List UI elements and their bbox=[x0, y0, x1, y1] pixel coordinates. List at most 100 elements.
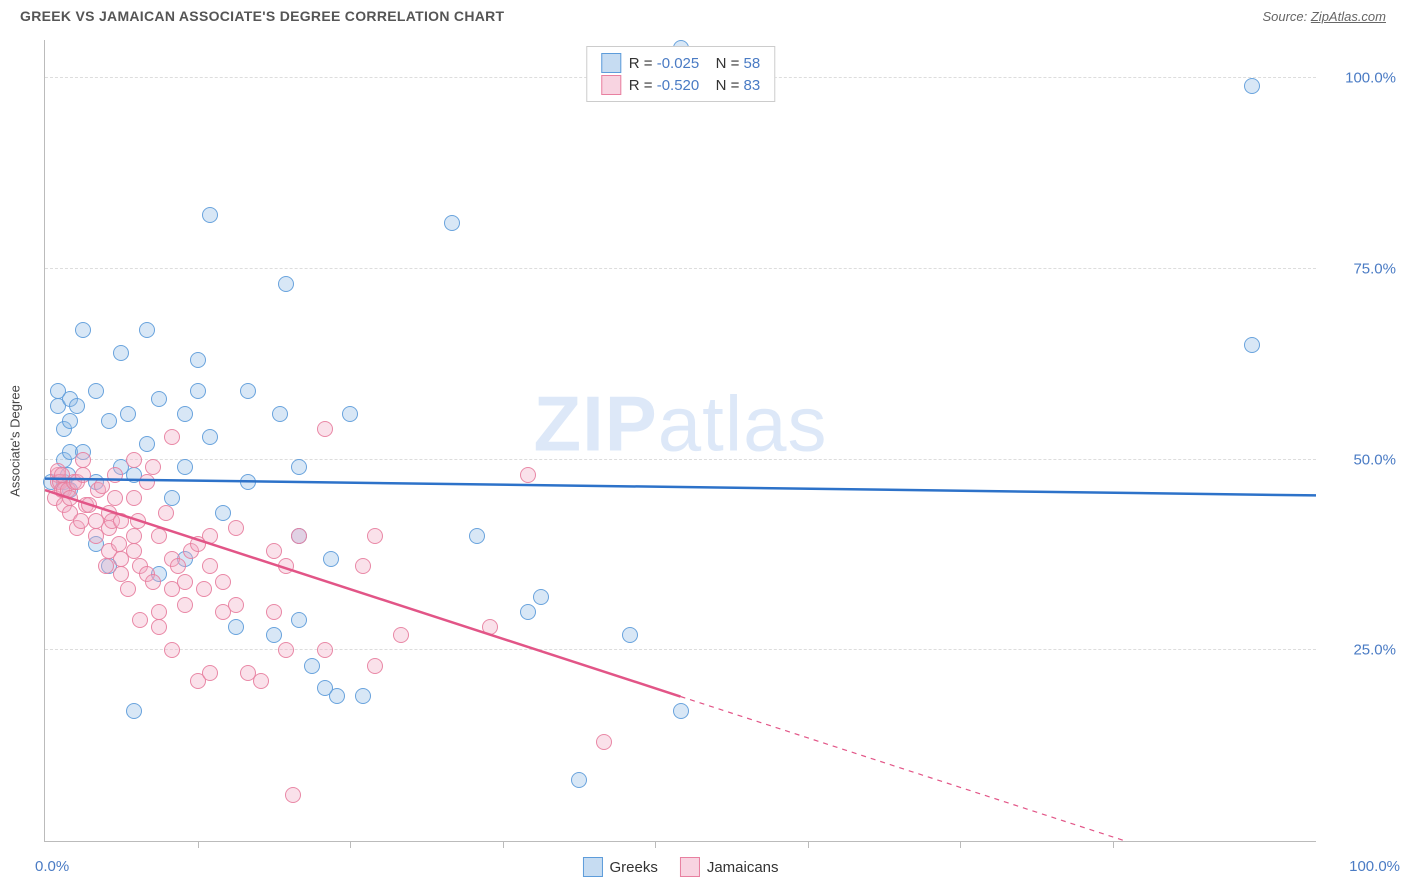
r-value-greeks: -0.025 bbox=[657, 55, 700, 72]
point-jamaicans bbox=[202, 665, 218, 681]
point-jamaicans bbox=[81, 497, 97, 513]
source-link[interactable]: ZipAtlas.com bbox=[1311, 9, 1386, 24]
point-greeks bbox=[520, 604, 536, 620]
point-greeks bbox=[272, 406, 288, 422]
point-greeks bbox=[151, 391, 167, 407]
r-label: R = bbox=[629, 77, 657, 94]
point-greeks bbox=[291, 612, 307, 628]
point-jamaicans bbox=[317, 642, 333, 658]
legend-stats-row-greeks: R = -0.025 N = 58 bbox=[601, 53, 760, 73]
point-jamaicans bbox=[151, 619, 167, 635]
point-greeks bbox=[202, 429, 218, 445]
legend-label-greeks: Greeks bbox=[609, 859, 657, 876]
watermark-atlas: atlas bbox=[658, 380, 828, 468]
point-greeks bbox=[444, 215, 460, 231]
y-tick-label: 50.0% bbox=[1326, 451, 1396, 468]
point-jamaicans bbox=[139, 474, 155, 490]
point-jamaicans bbox=[75, 467, 91, 483]
point-greeks bbox=[88, 383, 104, 399]
trend-lines-layer bbox=[45, 40, 1316, 841]
point-jamaicans bbox=[164, 642, 180, 658]
point-jamaicans bbox=[126, 528, 142, 544]
point-jamaicans bbox=[228, 520, 244, 536]
point-jamaicans bbox=[111, 536, 127, 552]
x-tick bbox=[808, 841, 809, 848]
point-jamaicans bbox=[367, 528, 383, 544]
point-jamaicans bbox=[145, 459, 161, 475]
gridline-h bbox=[45, 459, 1316, 460]
point-greeks bbox=[126, 703, 142, 719]
n-label: N = bbox=[716, 77, 744, 94]
point-jamaicans bbox=[278, 558, 294, 574]
point-jamaicans bbox=[215, 574, 231, 590]
legend-label-jamaicans: Jamaicans bbox=[707, 859, 779, 876]
watermark-zip: ZIP bbox=[533, 380, 657, 468]
point-jamaicans bbox=[113, 513, 129, 529]
point-jamaicans bbox=[202, 528, 218, 544]
swatch-blue bbox=[582, 857, 602, 877]
x-tick bbox=[503, 841, 504, 848]
point-greeks bbox=[278, 276, 294, 292]
point-jamaicans bbox=[228, 597, 244, 613]
point-greeks bbox=[342, 406, 358, 422]
point-jamaicans bbox=[285, 787, 301, 803]
y-tick-label: 100.0% bbox=[1326, 70, 1396, 87]
point-greeks bbox=[69, 398, 85, 414]
x-tick bbox=[655, 841, 656, 848]
point-jamaicans bbox=[482, 619, 498, 635]
point-jamaicans bbox=[266, 543, 282, 559]
point-jamaicans bbox=[253, 673, 269, 689]
point-greeks bbox=[323, 551, 339, 567]
point-greeks bbox=[139, 436, 155, 452]
point-jamaicans bbox=[196, 581, 212, 597]
point-jamaicans bbox=[177, 597, 193, 613]
swatch-blue bbox=[601, 53, 621, 73]
point-greeks bbox=[1244, 337, 1260, 353]
point-greeks bbox=[190, 383, 206, 399]
point-jamaicans bbox=[126, 543, 142, 559]
point-greeks bbox=[113, 345, 129, 361]
point-greeks bbox=[533, 589, 549, 605]
point-jamaicans bbox=[132, 612, 148, 628]
legend-item-jamaicans: Jamaicans bbox=[680, 857, 779, 877]
point-jamaicans bbox=[107, 467, 123, 483]
point-jamaicans bbox=[596, 734, 612, 750]
point-jamaicans bbox=[107, 490, 123, 506]
point-greeks bbox=[329, 688, 345, 704]
point-greeks bbox=[304, 658, 320, 674]
swatch-pink bbox=[601, 75, 621, 95]
gridline-h bbox=[45, 268, 1316, 269]
legend-item-greeks: Greeks bbox=[582, 857, 657, 877]
point-greeks bbox=[228, 619, 244, 635]
chart-plot-area: ZIPatlas Associate's Degree R = -0.025 N… bbox=[44, 40, 1316, 842]
source-attribution: Source: ZipAtlas.com bbox=[1262, 9, 1386, 24]
chart-title: GREEK VS JAMAICAN ASSOCIATE'S DEGREE COR… bbox=[20, 8, 504, 24]
point-greeks bbox=[355, 688, 371, 704]
r-value-jamaicans: -0.520 bbox=[657, 77, 700, 94]
point-jamaicans bbox=[145, 574, 161, 590]
point-greeks bbox=[469, 528, 485, 544]
point-jamaicans bbox=[73, 513, 89, 529]
point-greeks bbox=[291, 459, 307, 475]
point-jamaicans bbox=[317, 421, 333, 437]
point-greeks bbox=[240, 383, 256, 399]
point-greeks bbox=[75, 322, 91, 338]
point-jamaicans bbox=[164, 429, 180, 445]
r-label: R = bbox=[629, 55, 657, 72]
y-axis-title: Associate's Degree bbox=[8, 385, 23, 497]
point-greeks bbox=[190, 352, 206, 368]
point-greeks bbox=[622, 627, 638, 643]
n-value-jamaicans: 83 bbox=[744, 77, 761, 94]
point-jamaicans bbox=[126, 452, 142, 468]
n-value-greeks: 58 bbox=[744, 55, 761, 72]
point-greeks bbox=[202, 207, 218, 223]
point-jamaicans bbox=[393, 627, 409, 643]
trendline-jamaicans-ext bbox=[681, 697, 1126, 841]
point-jamaicans bbox=[98, 558, 114, 574]
point-jamaicans bbox=[62, 490, 78, 506]
x-tick bbox=[1113, 841, 1114, 848]
y-tick-label: 75.0% bbox=[1326, 260, 1396, 277]
point-greeks bbox=[164, 490, 180, 506]
point-greeks bbox=[266, 627, 282, 643]
point-jamaicans bbox=[130, 513, 146, 529]
